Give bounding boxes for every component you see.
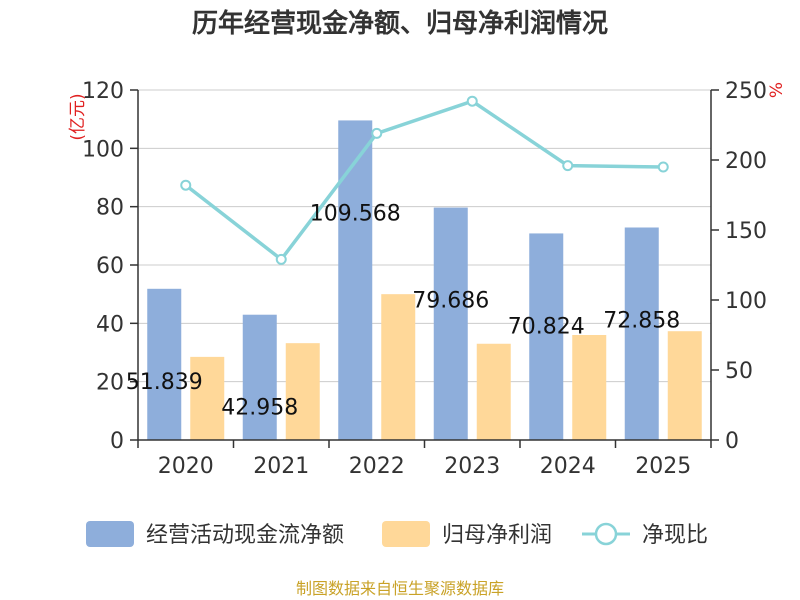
ratio-line-path <box>184 99 664 262</box>
bar <box>624 227 659 440</box>
right-axis-tick-label: 200 <box>725 149 767 174</box>
legend-label: 净现比 <box>642 523 708 548</box>
bar-value-label: 70.824 <box>508 314 585 339</box>
axes: 0 20 40 60 80 100 120 0 50 100 150 200 250 2020 2021 20… <box>82 79 767 479</box>
ratio-line-point <box>180 179 192 191</box>
bar <box>529 233 564 440</box>
x-axis-tick-label: 2024 <box>540 454 596 479</box>
right-axis-tick-label: 250 <box>725 79 767 104</box>
bar-value-label: 79.686 <box>412 289 489 314</box>
bar <box>433 207 468 440</box>
bar <box>572 335 607 440</box>
legend-swatch-marker <box>594 522 618 546</box>
left-axis-tick-label: 0 <box>110 429 124 454</box>
source-note: 制图数据来自恒生聚源数据库 <box>296 579 504 598</box>
x-axis-tick-label: 2022 <box>349 454 405 479</box>
x-axis-tick-label: 2025 <box>635 454 691 479</box>
left-axis-tick-label: 100 <box>82 137 124 162</box>
bar <box>667 331 702 440</box>
right-axis-tick-label: 50 <box>725 359 753 384</box>
left-axis-tick-label: 60 <box>96 254 124 279</box>
ratio-line-point <box>657 161 669 173</box>
x-axis-tick-label: 2021 <box>253 454 309 479</box>
left-axis-tick-label: 120 <box>82 79 124 104</box>
bar <box>147 288 182 440</box>
ratio-line-point <box>371 127 383 139</box>
right-axis-tick-label: 150 <box>725 219 767 244</box>
right-axis-tick-label: 0 <box>725 429 739 454</box>
bar <box>338 120 373 440</box>
x-axis-tick-label: 2020 <box>158 454 214 479</box>
legend-swatch <box>86 521 134 547</box>
bar <box>476 343 511 440</box>
legend-swatch <box>382 521 430 547</box>
gridlines <box>138 89 711 383</box>
bar <box>190 356 225 440</box>
left-axis-unit: (亿元) <box>68 93 88 140</box>
ratio-line <box>180 95 669 265</box>
bar <box>242 314 277 440</box>
legend[interactable]: 经营活动现金流净额 归母净利润 净现比 <box>86 521 708 548</box>
data-labels: 51.839 42.958 109.568 79.686 70.824 72.858 <box>126 201 680 420</box>
left-axis-tick-label: 20 <box>96 371 124 396</box>
chart-title: 历年经营现金净额、归母净利润情况 <box>192 8 608 39</box>
bar-value-label: 51.839 <box>126 370 203 395</box>
right-axis-unit: % <box>767 82 787 98</box>
ratio-line-point <box>466 95 478 107</box>
bar <box>381 294 416 440</box>
ratio-line-point <box>562 160 574 172</box>
bar-value-label: 109.568 <box>310 201 401 226</box>
bar <box>285 343 320 440</box>
bars <box>147 120 702 440</box>
right-axis-tick-label: 100 <box>725 289 767 314</box>
left-axis-tick-label: 40 <box>96 312 124 337</box>
ratio-line-point <box>275 253 287 265</box>
bar-value-label: 42.958 <box>221 396 298 421</box>
legend-label: 经营活动现金流净额 <box>146 523 344 548</box>
bar-value-label: 72.858 <box>603 308 680 333</box>
left-axis-tick-label: 80 <box>96 196 124 221</box>
x-axis-tick-label: 2023 <box>444 454 500 479</box>
legend-label: 归母净利润 <box>442 523 552 548</box>
